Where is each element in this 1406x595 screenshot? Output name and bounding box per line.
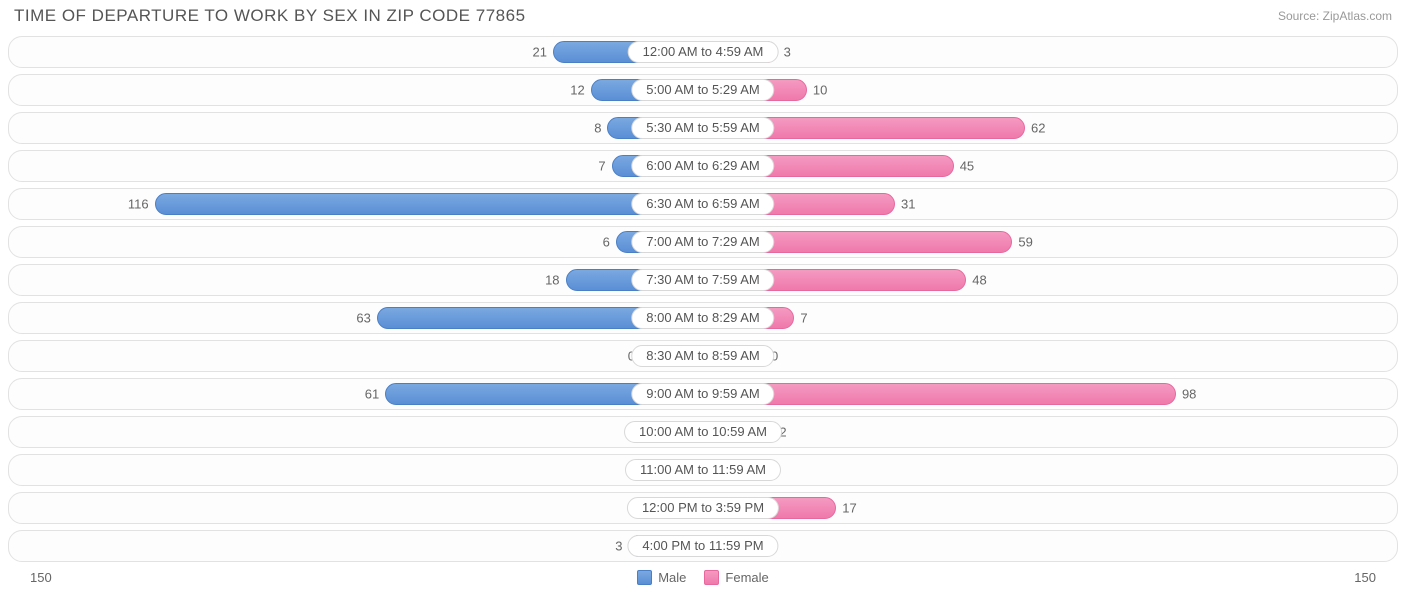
chart-body: 21 3 12:00 AM to 4:59 AM 12 10 5:00 AM to 5:2…	[0, 36, 1406, 562]
chart-row: 6 59 7:00 AM to 7:29 AM	[8, 226, 1398, 258]
row-time-label: 4:00 PM to 11:59 PM	[627, 535, 778, 557]
female-value: 3	[784, 45, 791, 60]
row-time-label: 8:00 AM to 8:29 AM	[631, 307, 774, 329]
chart-row: 63 7 8:00 AM to 8:29 AM	[8, 302, 1398, 334]
female-value: 62	[1031, 121, 1045, 136]
female-value: 31	[901, 197, 915, 212]
chart-row: 12 10 5:00 AM to 5:29 AM	[8, 74, 1398, 106]
row-time-label: 6:30 AM to 6:59 AM	[631, 193, 774, 215]
row-time-label: 6:00 AM to 6:29 AM	[631, 155, 774, 177]
chart-row: 01712:00 PM to 3:59 PM	[8, 492, 1398, 524]
legend-male-swatch	[637, 570, 652, 585]
chart-row: 61 98 9:00 AM to 9:59 AM	[8, 378, 1398, 410]
male-value: 61	[365, 387, 379, 402]
male-bar	[155, 193, 703, 215]
chart-footer: 150 Male Female 150	[0, 568, 1406, 595]
row-time-label: 11:00 AM to 11:59 AM	[625, 459, 781, 481]
chart-row: 304:00 PM to 11:59 PM	[8, 530, 1398, 562]
row-time-label: 12:00 AM to 4:59 AM	[628, 41, 779, 63]
row-time-label: 5:30 AM to 5:59 AM	[631, 117, 774, 139]
male-value: 8	[594, 121, 601, 136]
male-value: 63	[356, 311, 370, 326]
row-time-label: 7:00 AM to 7:29 AM	[631, 231, 774, 253]
legend-male: Male	[637, 570, 686, 585]
row-time-label: 7:30 AM to 7:59 AM	[631, 269, 774, 291]
male-value: 116	[128, 197, 149, 212]
legend-male-label: Male	[658, 570, 686, 585]
chart-row: 008:30 AM to 8:59 AM	[8, 340, 1398, 372]
legend-female-swatch	[704, 570, 719, 585]
chart-row: 7 45 6:00 AM to 6:29 AM	[8, 150, 1398, 182]
row-time-label: 9:00 AM to 9:59 AM	[631, 383, 774, 405]
chart-title: TIME OF DEPARTURE TO WORK BY SEX IN ZIP …	[14, 6, 526, 26]
row-time-label: 5:00 AM to 5:29 AM	[631, 79, 774, 101]
male-value: 6	[603, 235, 610, 250]
row-time-label: 8:30 AM to 8:59 AM	[631, 345, 774, 367]
chart-row: 0210:00 AM to 10:59 AM	[8, 416, 1398, 448]
chart-row: 116 31 6:30 AM to 6:59 AM	[8, 188, 1398, 220]
female-value: 59	[1018, 235, 1032, 250]
male-value: 18	[545, 273, 559, 288]
male-value: 3	[615, 539, 622, 554]
female-value: 98	[1182, 387, 1196, 402]
male-value: 21	[532, 45, 546, 60]
male-value: 7	[598, 159, 605, 174]
chart-row: 8 62 5:30 AM to 5:59 AM	[8, 112, 1398, 144]
female-value: 10	[813, 83, 827, 98]
male-value: 12	[570, 83, 584, 98]
chart-row: 0011:00 AM to 11:59 AM	[8, 454, 1398, 486]
female-value: 45	[960, 159, 974, 174]
legend-female: Female	[704, 570, 768, 585]
female-value: 7	[800, 311, 807, 326]
female-value: 48	[972, 273, 986, 288]
female-value: 17	[842, 501, 856, 516]
row-time-label: 12:00 PM to 3:59 PM	[627, 497, 779, 519]
chart-row: 18 48 7:30 AM to 7:59 AM	[8, 264, 1398, 296]
chart-row: 21 3 12:00 AM to 4:59 AM	[8, 36, 1398, 68]
row-time-label: 10:00 AM to 10:59 AM	[624, 421, 782, 443]
chart-header: TIME OF DEPARTURE TO WORK BY SEX IN ZIP …	[0, 0, 1406, 36]
axis-right-max: 150	[1354, 570, 1376, 585]
chart-source: Source: ZipAtlas.com	[1278, 9, 1392, 23]
legend: Male Female	[637, 570, 769, 585]
axis-left-max: 150	[30, 570, 52, 585]
legend-female-label: Female	[725, 570, 768, 585]
